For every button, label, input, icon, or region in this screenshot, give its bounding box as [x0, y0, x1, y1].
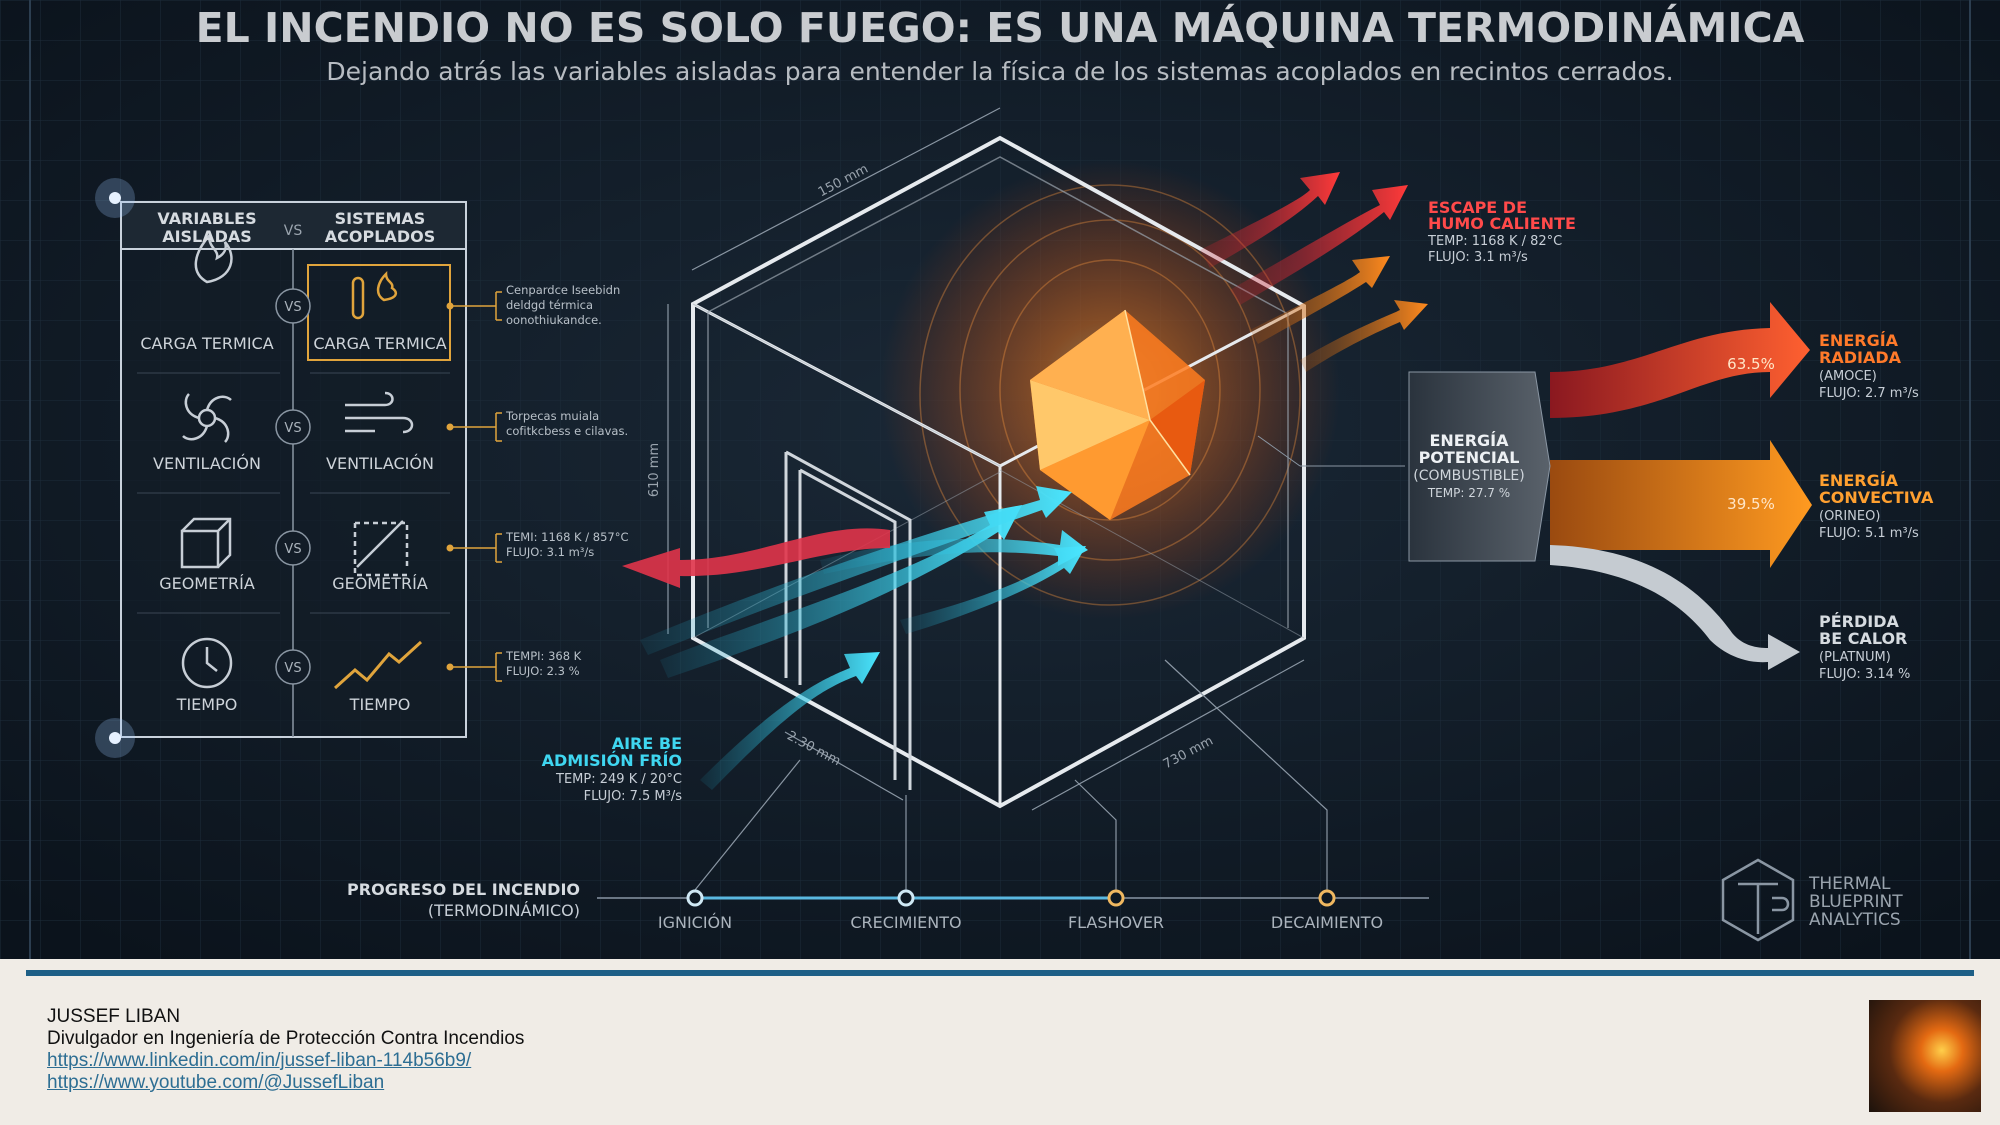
- logo: [1721, 858, 1795, 942]
- output-data: (AMOCE): [1819, 369, 1877, 384]
- output-title: ENERGÍA: [1819, 331, 1899, 350]
- escape-title: ESCAPE DE: [1428, 198, 1527, 217]
- escape-data: TEMP: 1168 K / 82°C: [1427, 234, 1562, 249]
- note-dot: [446, 663, 454, 671]
- infographic: EL INCENDIO NO ES SOLO FUEGO: ES UNA MÁQ…: [0, 0, 2000, 959]
- air-data: FLUJO: 7.5 M³/s: [584, 789, 683, 804]
- exhaust-arrow: [622, 528, 890, 588]
- vs-label: VS: [284, 421, 301, 436]
- title: EL INCENDIO NO ES SOLO FUEGO: ES UNA MÁQ…: [196, 4, 1805, 52]
- output-title: CONVECTIVA: [1819, 488, 1934, 507]
- note-bracket: [450, 652, 502, 682]
- output-data: (PLATNUM): [1819, 650, 1891, 665]
- note-bracket: [450, 533, 502, 563]
- vs-label: VS: [284, 542, 301, 557]
- vs-badge: [275, 530, 311, 566]
- output-title: BE CALOR: [1819, 629, 1907, 648]
- system-label: VENTILACIÓN: [326, 454, 434, 473]
- output-title: PÉRDIDA: [1819, 612, 1899, 631]
- note-text: FLUJO: 2.3 %: [506, 664, 580, 678]
- note-text: TEMPI: 368 K: [505, 649, 582, 663]
- potential-title: ENERGÍA: [1429, 431, 1509, 450]
- comparison-header: VARIABLES: [157, 209, 256, 228]
- author-name: JUSSEF LIBAN: [47, 1006, 181, 1027]
- comparison-header: ACOPLADOS: [325, 227, 435, 246]
- output-data: (ORINEO): [1819, 509, 1880, 524]
- vs-badge: [275, 288, 311, 324]
- stage-label: IGNICIÓN: [658, 913, 732, 932]
- vs-label: VS: [284, 300, 301, 315]
- logo-text: ANALYTICS: [1809, 910, 1901, 930]
- footer: JUSSEF LIBAN Divulgador en Ingeniería de…: [47, 1006, 524, 1094]
- vs-badge: [275, 409, 311, 445]
- logo-text: THERMAL: [1808, 874, 1891, 894]
- note-bracket: [450, 412, 502, 442]
- note-dot: [446, 544, 454, 552]
- comparison-header: SISTEMAS: [335, 209, 426, 228]
- system-label: GEOMETRÍA: [332, 574, 428, 593]
- comparison-header: AISLADAS: [162, 227, 252, 246]
- potential-data: TEMP: 27.7 %: [1427, 486, 1510, 500]
- air-title: ADMISIÓN FRÍO: [542, 751, 682, 770]
- timeline: [597, 659, 1429, 907]
- vs-label: VS: [284, 661, 301, 676]
- stage-label: DECAIMIENTO: [1271, 913, 1383, 932]
- note-text: oonothiukandce.: [506, 313, 602, 327]
- linkedin-link[interactable]: https://www.linkedin.com/in/jussef-liban…: [47, 1050, 472, 1071]
- author-photo: [1869, 1000, 1981, 1112]
- variable-label: VENTILACIÓN: [153, 454, 261, 473]
- escape-data: FLUJO: 3.1 m³/s: [1428, 250, 1528, 265]
- output-data: FLUJO: 2.7 m³/s: [1819, 386, 1919, 401]
- comparison-panel: VARIABLES AISLADAS VS SISTEMAS ACOPLADOS…: [95, 178, 629, 758]
- stage-label: FLASHOVER: [1068, 913, 1164, 932]
- energy-outputs: [1257, 302, 1812, 670]
- air-title: AIRE BE: [612, 734, 682, 753]
- variable-label: CARGA TERMICA: [140, 334, 273, 353]
- note-dot: [446, 302, 454, 310]
- potential-data: (COMBUSTIBLE): [1413, 468, 1524, 484]
- note-text: Torpecas muiala: [505, 409, 599, 423]
- vs-badge: [275, 649, 311, 685]
- timeline-label: (TERMODINÁMICO): [428, 901, 580, 920]
- output-data: FLUJO: 3.14 %: [1819, 667, 1910, 682]
- air-data: TEMP: 249 K / 20°C: [555, 772, 682, 787]
- note-bracket: [450, 291, 502, 321]
- note-text: FLUJO: 3.1 m³/s: [506, 545, 594, 559]
- youtube-link[interactable]: https://www.youtube.com/@JussefLiban: [47, 1072, 385, 1093]
- note-text: TEMI: 1168 K / 857°C: [505, 530, 629, 544]
- escape-title: HUMO CALIENTE: [1428, 214, 1576, 233]
- variable-label: TIEMPO: [176, 695, 238, 714]
- note-text: deldgd térmica: [506, 298, 593, 312]
- variable-label: GEOMETRÍA: [159, 574, 255, 593]
- subtitle: Dejando atrás las variables aisladas par…: [326, 57, 1673, 86]
- output-percent: 63.5%: [1727, 355, 1775, 373]
- note-dot: [446, 423, 454, 431]
- output-percent: 39.5%: [1727, 495, 1775, 513]
- note-text: cofitkcbess e cilavas.: [506, 424, 628, 438]
- cold-air-arrows: [640, 486, 1088, 790]
- comparison-header: VS: [284, 223, 303, 239]
- hot-smoke-arrows: [1200, 172, 1428, 372]
- fire-crystal: [1030, 309, 1205, 520]
- system-label: CARGA TERMICA: [313, 334, 446, 353]
- output-title: ENERGÍA: [1819, 471, 1899, 490]
- timeline-label: PROGRESO DEL INCENDIO: [347, 880, 580, 899]
- output-data: FLUJO: 5.1 m³/s: [1819, 526, 1919, 541]
- output-title: RADIADA: [1819, 348, 1902, 367]
- author-role: Divulgador en Ingeniería de Protección C…: [47, 1028, 525, 1049]
- note-text: Cenpardce Iseebidn: [506, 283, 620, 297]
- potential-title: POTENCIAL: [1419, 448, 1520, 467]
- dimension-label: 610 mm: [647, 443, 662, 497]
- logo-text: BLUEPRINT: [1809, 892, 1903, 912]
- system-label: TIEMPO: [349, 695, 411, 714]
- divider: [26, 970, 1974, 976]
- stage-label: CRECIMIENTO: [850, 913, 961, 932]
